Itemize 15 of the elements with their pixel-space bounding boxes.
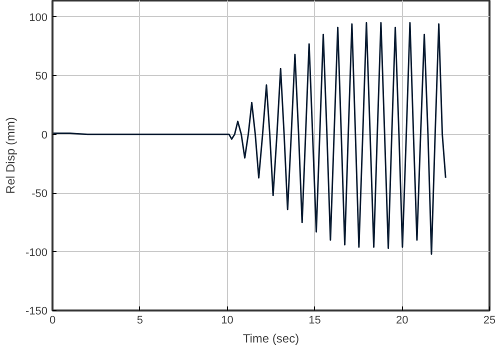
x-tick-label: 25: [483, 314, 496, 326]
x-tick-label: 0: [49, 314, 56, 326]
x-tick-label: 20: [396, 314, 408, 326]
y-tick-label: 100: [29, 12, 48, 24]
x-tick-label: 10: [221, 314, 234, 326]
line-series: [52, 22, 446, 255]
x-tick-label: 5: [136, 314, 143, 326]
y-tick-label: -150: [25, 306, 48, 318]
y-tick-label: 50: [35, 70, 48, 83]
x-axis-title: Time (sec): [242, 332, 300, 346]
x-tick-label: 15: [308, 314, 321, 326]
y-axis-title: Rel Disp (mm): [3, 117, 18, 194]
y-tick-label: -100: [25, 246, 48, 259]
y-tick-label: 0: [41, 129, 48, 142]
y-tick-label: -50: [32, 188, 48, 200]
